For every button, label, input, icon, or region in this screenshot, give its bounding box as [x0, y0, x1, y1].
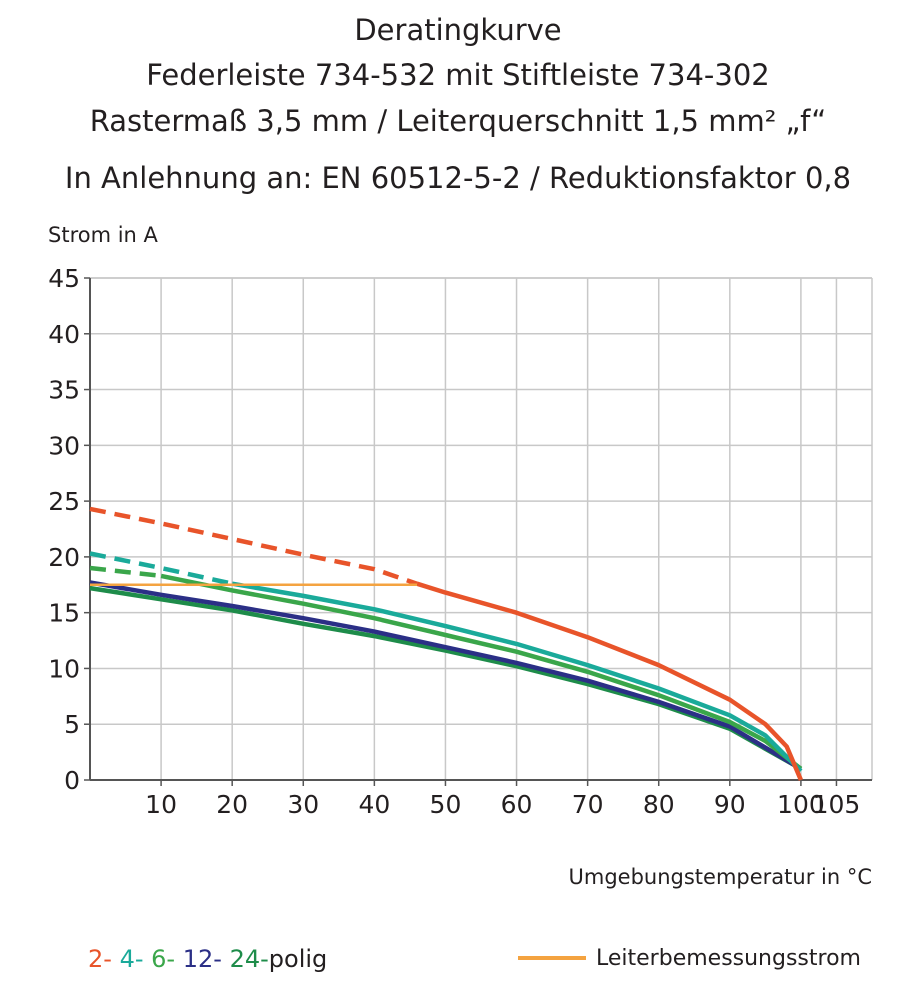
y-tick-label: 25 [48, 487, 80, 516]
x-tick-label: 40 [358, 790, 390, 819]
x-tick-label: 70 [572, 790, 604, 819]
legend: 2- 4- 6- 12- 24-polig [88, 945, 327, 973]
series-line [160, 573, 803, 771]
y-axis-label: Strom in A [48, 223, 159, 247]
y-tick-label: 45 [48, 264, 80, 293]
series-line [89, 506, 418, 586]
y-tick-label: 15 [48, 599, 80, 628]
x-tick-label: 10 [145, 790, 177, 819]
x-tick-label: 100 [777, 790, 825, 819]
x-axis-label: Umgebungstemperatur in °C [569, 865, 873, 889]
y-tick-label: 30 [48, 431, 80, 460]
series-line [231, 581, 803, 773]
legend-separator [222, 945, 230, 973]
y-tick-label: 40 [48, 320, 80, 349]
y-tick-label: 35 [48, 376, 80, 405]
y-tick-label: 0 [64, 766, 80, 795]
title-line: Federleiste 734-532 mit Stiftleiste 734-… [146, 58, 769, 92]
legend-entry: 4- [120, 945, 144, 973]
legend-entry: Leiterbemessungsstrom [596, 946, 861, 971]
series-line [89, 580, 803, 771]
x-tick-label: 50 [430, 790, 462, 819]
series-line [89, 565, 162, 579]
series-line [416, 581, 803, 781]
x-tick-label: 105 [813, 790, 861, 819]
title-line: Rastermaß 3,5 mm / Leiterquerschnitt 1,5… [90, 104, 826, 138]
x-tick-label: 80 [643, 790, 675, 819]
legend-separator [112, 945, 120, 973]
legend-suffix: polig [269, 945, 328, 973]
y-tick-label: 20 [48, 543, 80, 572]
legend-entry: 24- [230, 945, 269, 973]
x-tick-label: 30 [287, 790, 319, 819]
legend-separator [175, 945, 183, 973]
title-line: In Anlehnung an: EN 60512-5-2 / Reduktio… [65, 161, 851, 195]
y-tick-label: 10 [48, 654, 80, 683]
x-tick-label: 20 [216, 790, 248, 819]
title-line: Deratingkurve [354, 13, 561, 47]
legend-separator [144, 945, 152, 973]
x-tick-label: 60 [501, 790, 533, 819]
legend-entry: 2- [88, 945, 112, 973]
x-tick-label: 90 [714, 790, 746, 819]
legend-entry: 12- [183, 945, 222, 973]
y-tick-label: 5 [64, 710, 80, 739]
legend-entry: 6- [151, 945, 175, 973]
